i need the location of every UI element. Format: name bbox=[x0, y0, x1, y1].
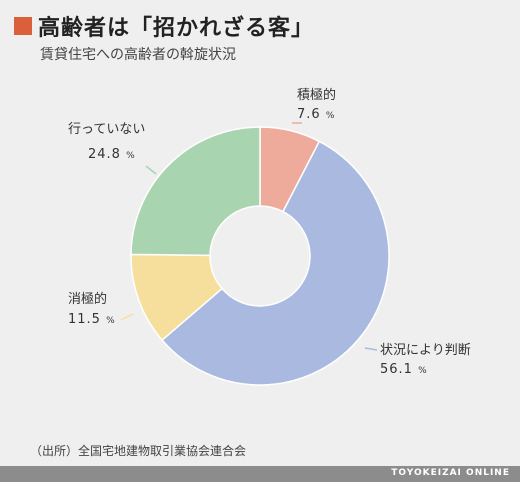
slice-2-label: 状況により判断 bbox=[380, 343, 471, 358]
slice-4 bbox=[130, 126, 261, 257]
title-row: 高齢者は「招かれざる客」 bbox=[14, 10, 314, 42]
slice-4-value: 24.8 % bbox=[88, 147, 136, 162]
slice-1-value: 7.6 % bbox=[297, 107, 335, 122]
source-note: （出所）全国宅地建物取引業協会連合会 bbox=[30, 444, 247, 458]
slice-3-label: 消極的 bbox=[68, 291, 107, 307]
slice-2-value: 56.1 % bbox=[380, 362, 428, 377]
percent-unit: % bbox=[418, 366, 428, 376]
slice-4-leader-line bbox=[145, 165, 157, 175]
brand-label: TOYOKEIZAI ONLINE bbox=[391, 468, 510, 478]
slice-3-leader-line bbox=[120, 313, 134, 321]
slice-4-label: 行っていない bbox=[68, 122, 145, 137]
title-accent-square bbox=[14, 17, 32, 35]
slice-1-label: 積極的 bbox=[297, 87, 336, 103]
percent-unit: % bbox=[106, 316, 116, 326]
footer-bar: TOYOKEIZAI ONLINE bbox=[0, 466, 520, 482]
chart-title: 高齢者は「招かれざる客」 bbox=[38, 16, 315, 41]
percent-unit: % bbox=[326, 111, 336, 121]
chart-subtitle: 賃貸住宅への高齢者の斡旋状況 bbox=[40, 47, 236, 63]
slice-3-value: 11.5 % bbox=[68, 312, 116, 327]
slice-2 bbox=[161, 140, 390, 386]
percent-unit: % bbox=[126, 151, 136, 161]
slice-2-leader-line bbox=[364, 347, 378, 351]
